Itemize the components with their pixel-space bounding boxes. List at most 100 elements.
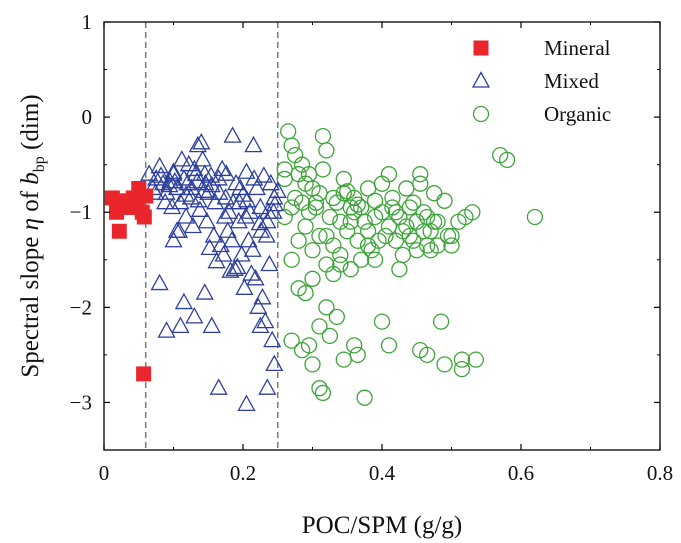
organic-point	[335, 351, 352, 368]
organic-point	[314, 384, 332, 402]
organic-point	[359, 180, 377, 197]
organic-point	[387, 204, 405, 221]
organic-point	[304, 270, 321, 287]
mixed-point	[217, 164, 236, 181]
organic-point	[349, 196, 366, 213]
mixed-point	[260, 254, 279, 272]
mixed-point	[229, 211, 248, 229]
mixed-point	[215, 207, 235, 224]
mixed-point	[236, 207, 255, 224]
mixed-point	[188, 135, 207, 153]
mixed-point	[225, 259, 244, 276]
organic-point	[297, 218, 314, 235]
organic-point	[359, 223, 377, 240]
legend-label-organic: Organic	[544, 102, 611, 126]
data-points	[104, 123, 544, 411]
organic-point	[363, 242, 380, 259]
mixed-point	[218, 221, 237, 238]
series-mixed	[140, 126, 287, 411]
organic-point	[339, 183, 356, 200]
organic-point	[380, 218, 398, 235]
mixed-point	[265, 194, 285, 212]
y-tick-label: −2	[70, 295, 92, 319]
mixed-point	[190, 200, 210, 217]
y-axis-label-middle: of	[17, 185, 44, 218]
organic-point	[311, 318, 328, 335]
organic-point	[429, 237, 446, 254]
organic-point	[443, 227, 460, 245]
organic-point	[366, 251, 384, 268]
mineral-point	[138, 188, 154, 204]
organic-point	[467, 351, 484, 368]
mixed-point	[261, 173, 280, 191]
mixed-point	[210, 183, 229, 200]
mixed-point	[245, 169, 264, 186]
x-tick-label: 0.2	[230, 461, 256, 485]
mixed-point	[167, 221, 187, 238]
organic-point	[412, 166, 429, 183]
organic-point	[332, 256, 349, 273]
y-axis-ticks: 1 0 −1 −2 −3	[70, 10, 660, 451]
organic-point	[276, 161, 293, 178]
organic-point	[332, 246, 349, 264]
mixed-point	[164, 162, 183, 179]
mixed-point	[189, 190, 208, 208]
mixed-point	[246, 268, 265, 286]
organic-point	[325, 189, 342, 207]
mixed-point	[250, 213, 269, 231]
organic-point	[325, 237, 342, 254]
organic-point	[328, 308, 345, 325]
y-axis-label-b: b	[17, 172, 44, 185]
organic-point	[380, 166, 398, 183]
mixed-point	[185, 306, 204, 324]
mixed-point	[251, 316, 270, 334]
mixed-point	[181, 188, 200, 205]
legend-marker-organic	[472, 105, 490, 123]
y-axis-label-prefix: Spectral slope	[17, 230, 44, 377]
organic-point	[391, 261, 408, 278]
organic-point	[335, 185, 352, 202]
organic-point	[373, 313, 391, 330]
mixed-point	[263, 330, 282, 348]
mixed-point	[221, 261, 240, 278]
mixed-point	[185, 159, 204, 177]
mixed-point	[157, 321, 176, 338]
x-axis-ticks: 0 0.2 0.4 0.6 0.8	[99, 22, 673, 485]
mixed-point	[188, 171, 207, 189]
organic-point	[398, 218, 415, 235]
mixed-point	[172, 150, 191, 167]
mixed-point	[163, 197, 182, 215]
mixed-point	[268, 181, 287, 198]
mixed-point	[253, 287, 272, 305]
organic-point	[300, 337, 318, 354]
mixed-point	[219, 202, 239, 219]
organic-point	[373, 175, 391, 192]
organic-point	[349, 346, 366, 364]
mixed-point	[242, 264, 261, 281]
mixed-point	[222, 230, 241, 248]
organic-point	[401, 227, 418, 245]
mixed-point	[194, 181, 214, 198]
mixed-point	[254, 166, 273, 183]
organic-point	[304, 356, 321, 373]
mixed-point	[164, 230, 183, 248]
mixed-point	[228, 257, 247, 275]
mixed-point	[209, 378, 228, 395]
organic-point	[419, 346, 436, 364]
y-tick-label: 0	[82, 105, 93, 129]
organic-point	[321, 327, 339, 345]
organic-point	[366, 192, 384, 209]
mixed-point	[239, 230, 258, 248]
organic-point	[304, 242, 321, 259]
legend-marker-mixed	[471, 71, 491, 88]
organic-point	[405, 232, 422, 249]
organic-point	[398, 180, 415, 197]
organic-point	[325, 265, 342, 283]
organic-point	[283, 199, 300, 216]
mixed-point	[247, 178, 267, 196]
organic-point	[307, 194, 325, 211]
mixed-point	[258, 378, 277, 395]
legend-marker-mineral	[473, 40, 489, 56]
mixed-point	[176, 207, 196, 224]
